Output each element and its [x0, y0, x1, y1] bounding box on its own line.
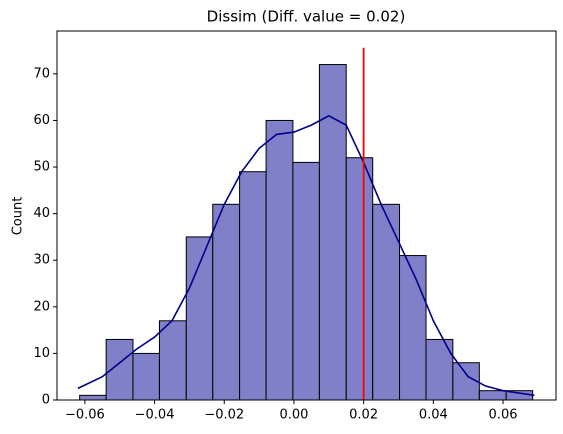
bar [345, 157, 374, 401]
bar [132, 352, 160, 401]
y-tick-label: 20 [33, 299, 50, 314]
bar [372, 203, 401, 401]
chart-title: Dissim (Diff. value = 0.02) [207, 8, 406, 26]
y-axis-label: Count [11, 197, 26, 236]
bar [185, 236, 214, 401]
x-tick-label: −0.04 [135, 408, 175, 423]
bar [399, 255, 427, 401]
x-tick-label: 0.00 [279, 408, 308, 423]
bar [292, 161, 320, 401]
y-tick-label: 30 [33, 253, 50, 268]
y-tick-label: 10 [33, 346, 50, 361]
x-tick-label: −0.06 [65, 408, 105, 423]
x-tick-label: 0.02 [349, 408, 378, 423]
bar [158, 320, 187, 401]
x-tick-label: 0.06 [489, 408, 518, 423]
y-tick-label: 50 [33, 160, 50, 175]
y-tick-label: 70 [33, 66, 50, 81]
bar [318, 64, 347, 401]
bar [452, 362, 480, 401]
bar [239, 171, 267, 401]
x-tick-label: −0.02 [204, 408, 244, 423]
bar [265, 119, 294, 401]
plot-frame [56, 30, 557, 401]
bar [212, 203, 241, 401]
kde-line [77, 114, 535, 397]
bar [478, 390, 507, 401]
y-tick-label: 0 [42, 393, 50, 408]
x-tick-label: 0.04 [419, 408, 448, 423]
y-tick-label: 60 [33, 113, 50, 128]
bar [79, 394, 107, 401]
y-tick-label: 40 [33, 206, 50, 221]
